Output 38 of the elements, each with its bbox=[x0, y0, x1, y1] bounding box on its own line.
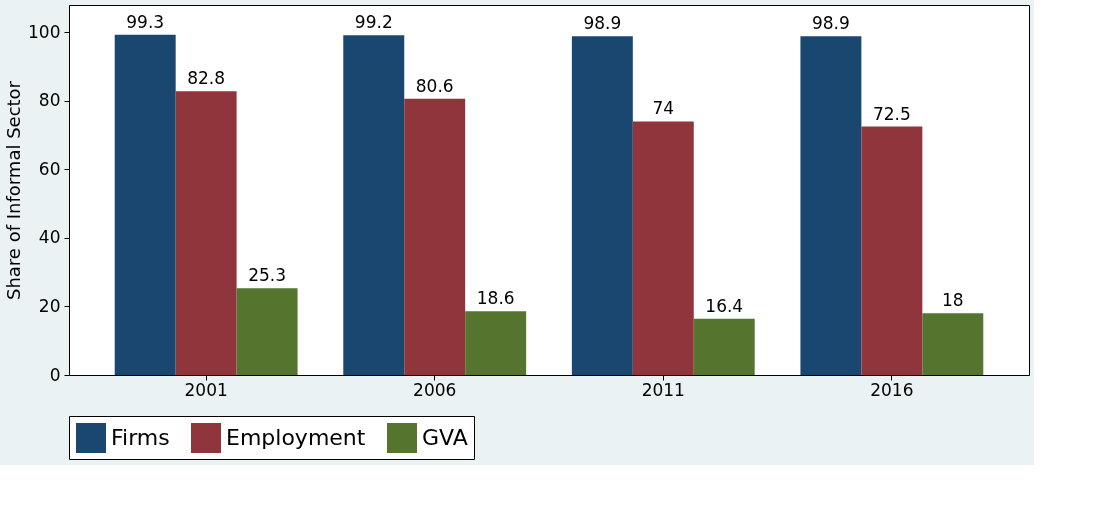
bar bbox=[571, 36, 633, 375]
bar bbox=[236, 288, 298, 375]
data-label: 98.9 bbox=[811, 13, 850, 34]
bar bbox=[632, 121, 694, 375]
bar bbox=[343, 35, 405, 375]
data-label: 98.9 bbox=[583, 13, 622, 34]
legend-label: Firms bbox=[111, 425, 170, 450]
bar bbox=[404, 98, 466, 375]
x-tick-label: 2001 bbox=[184, 379, 228, 400]
bar bbox=[861, 126, 923, 375]
x-tick-label: 2016 bbox=[870, 379, 914, 400]
y-tick-label: 100 bbox=[28, 21, 61, 42]
y-tick-label: 20 bbox=[38, 295, 61, 316]
data-label: 99.2 bbox=[354, 12, 393, 33]
bar bbox=[922, 313, 984, 375]
bar bbox=[800, 36, 862, 375]
data-label: 82.8 bbox=[187, 68, 226, 89]
y-axis-title: Share of Informal Sector bbox=[3, 80, 25, 301]
data-label: 18 bbox=[941, 290, 964, 311]
data-label: 99.3 bbox=[126, 11, 165, 32]
data-label: 72.5 bbox=[872, 103, 911, 124]
y-tick-label: 0 bbox=[49, 364, 61, 385]
legend-label: Employment bbox=[226, 425, 366, 450]
data-label: 25.3 bbox=[248, 265, 287, 286]
bar bbox=[175, 91, 237, 375]
data-label: 18.6 bbox=[476, 288, 515, 309]
x-tick-label: 2006 bbox=[413, 379, 457, 400]
x-tick-label: 2011 bbox=[641, 379, 685, 400]
data-label: 74 bbox=[652, 98, 675, 119]
data-label: 16.4 bbox=[705, 295, 744, 316]
bar bbox=[465, 311, 527, 375]
bar bbox=[114, 34, 176, 375]
data-label: 80.6 bbox=[415, 75, 454, 96]
legend-label: GVA bbox=[422, 425, 468, 450]
bar bbox=[693, 318, 755, 375]
y-tick-label: 40 bbox=[38, 227, 61, 248]
y-tick-label: 80 bbox=[38, 90, 61, 111]
y-tick-label: 60 bbox=[38, 158, 61, 179]
